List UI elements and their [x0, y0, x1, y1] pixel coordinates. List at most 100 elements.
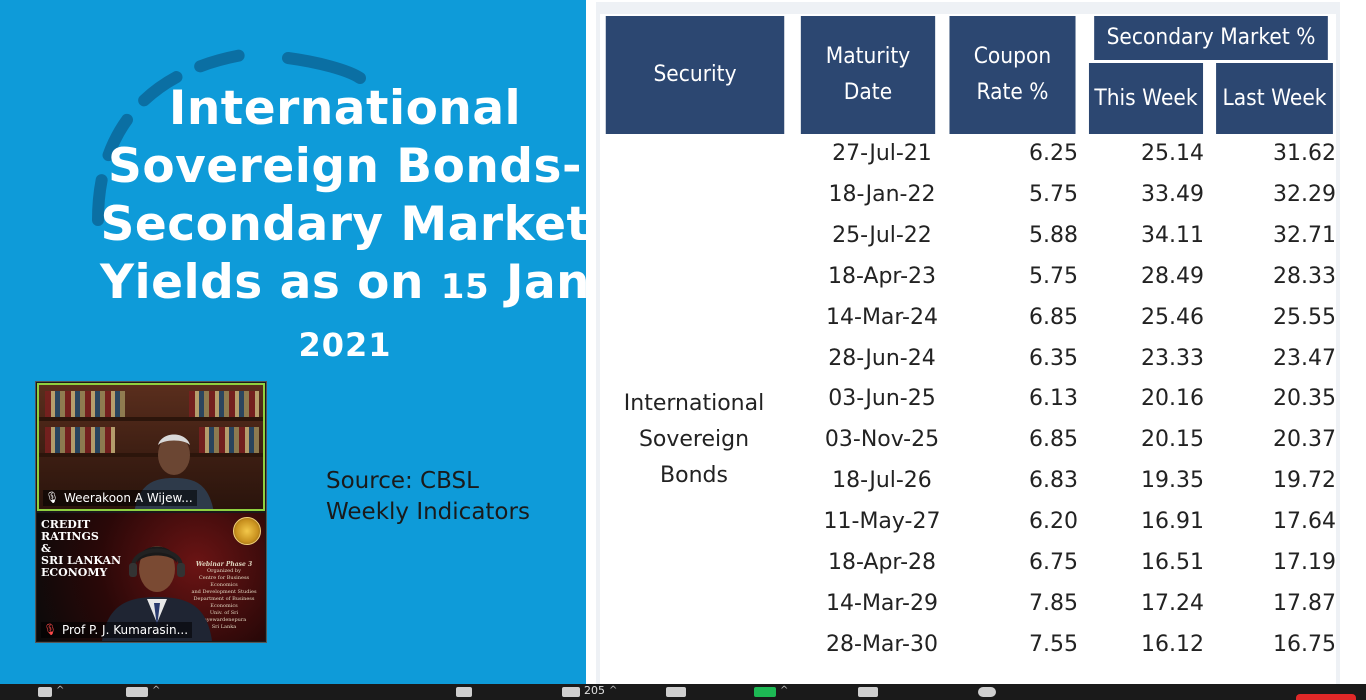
share-screen-button[interactable]: ^ [754, 684, 788, 700]
cell-maturity-date: 18-Apr-28 [827, 550, 937, 575]
cell-coupon-rate: 6.13 [1029, 386, 1078, 412]
bookshelf-books [199, 427, 259, 453]
video-button[interactable]: ^ [126, 684, 160, 700]
cell-this-week: 28.49 [1141, 263, 1204, 289]
record-icon [858, 687, 878, 697]
cell-coupon-rate: 6.20 [1029, 509, 1078, 535]
cell-this-week: 19.35 [1141, 468, 1204, 494]
poster-title-line: CREDIT [41, 518, 91, 531]
cell-this-week: 16.12 [1141, 631, 1204, 657]
poster-sub-line: Univ. of Sri Jayewardenepura [201, 610, 247, 623]
source-line-1: Source: CBSL [326, 468, 479, 494]
title-day: 15 [440, 267, 490, 307]
cell-last-week: 32.71 [1273, 222, 1336, 248]
video-tile-speaker[interactable]: 🎙 Weerakoon A Wijew... [37, 383, 265, 511]
chevron-up-icon[interactable]: ^ [609, 685, 618, 696]
header-maturity-date: Maturity Date [800, 16, 936, 134]
security-button[interactable] [456, 684, 472, 700]
video-off-icon [126, 687, 148, 697]
cell-coupon-rate: 5.75 [1029, 263, 1078, 289]
bookshelf-books [45, 391, 125, 417]
participant-count: 205 [584, 684, 605, 697]
chevron-up-icon[interactable]: ^ [780, 685, 789, 696]
title-line-1: International [168, 81, 522, 136]
cell-last-week: 25.55 [1273, 304, 1336, 330]
header-coupon-rate: Coupon Rate % [949, 16, 1076, 134]
chevron-up-icon[interactable]: ^ [56, 685, 65, 696]
chat-button[interactable] [666, 684, 686, 700]
header-coupon-line-2: Rate % [976, 80, 1049, 105]
security-label: International Sovereign Bonds [602, 386, 786, 494]
table-row: 28-Jun-24 6.35 23.33 23.47 [596, 339, 1340, 379]
table-row: 27-Jul-21 6.25 25.14 31.62 [596, 134, 1340, 174]
cell-coupon-rate: 7.85 [1029, 590, 1078, 616]
cell-this-week: 25.46 [1141, 304, 1204, 330]
cell-coupon-rate: 6.83 [1029, 468, 1078, 494]
poster-sub-line: Centre for Business Economics [198, 575, 250, 588]
record-button[interactable] [858, 684, 878, 700]
cell-this-week: 25.14 [1141, 141, 1204, 166]
table-row: 18-Jul-26 6.83 19.35 19.72 [596, 461, 1340, 501]
cell-maturity-date: 11-May-27 [823, 509, 941, 535]
poster-title-line: ECONOMY [41, 566, 108, 579]
table-row: 18-Apr-23 5.75 28.49 28.33 [596, 257, 1340, 297]
cell-last-week: 16.75 [1273, 631, 1336, 657]
mute-button[interactable]: ^ [38, 684, 64, 700]
university-seal-icon [233, 517, 261, 545]
cell-maturity-date: 14-Mar-29 [826, 590, 938, 616]
cell-last-week: 31.62 [1273, 141, 1336, 166]
cell-last-week: 17.87 [1273, 590, 1336, 616]
cell-coupon-rate: 6.75 [1029, 550, 1078, 575]
chevron-up-icon[interactable]: ^ [152, 685, 161, 696]
cell-coupon-rate: 5.88 [1029, 222, 1078, 248]
bookshelf [39, 453, 263, 457]
video-tile-host[interactable]: CREDIT RATINGS & SRI LANKAN ECONOMY Webi… [37, 513, 265, 641]
cell-last-week: 20.35 [1273, 386, 1336, 412]
decorative-dashed-arc [92, 48, 366, 226]
cell-maturity-date: 28-Jun-24 [828, 345, 936, 371]
table-row: 14-Mar-24 6.85 25.46 25.55 [596, 298, 1340, 338]
header-security: Security [605, 16, 785, 134]
header-coupon-line-1: Coupon [973, 44, 1052, 69]
security-label-line-2: Sovereign Bonds [638, 427, 750, 488]
header-this-week: This Week [1088, 63, 1204, 134]
table-row: 18-Apr-28 6.75 16.51 17.19 [596, 543, 1340, 583]
participant-name-tag: 🎙 Prof P. J. Kumarasin... [41, 622, 193, 638]
microphone-muted-icon [38, 687, 52, 697]
cell-maturity-date: 18-Jul-26 [832, 468, 932, 494]
source-note: Source: CBSL Weekly Indicators [326, 466, 530, 528]
end-meeting-button[interactable] [1296, 694, 1356, 700]
chat-icon [666, 687, 686, 697]
header-secondary-market: Secondary Market % [1094, 16, 1328, 60]
slide-year: 2021 [298, 326, 392, 364]
slide-left-panel: International Sovereign Bonds- Secondary… [0, 0, 590, 684]
cell-this-week: 16.91 [1141, 509, 1204, 535]
poster-sub-line: Webinar Phase 3 [195, 561, 253, 568]
cell-maturity-date: 28-Mar-30 [826, 631, 938, 657]
participants-button[interactable]: 205 ^ [562, 684, 617, 700]
table-row: 14-Mar-29 7.85 17.24 17.87 [596, 584, 1340, 624]
cell-maturity-date: 18-Apr-23 [827, 263, 937, 289]
poster-title-line: RATINGS [41, 530, 99, 543]
cell-coupon-rate: 6.25 [1029, 141, 1078, 166]
cell-maturity-date: 18-Jan-22 [828, 181, 936, 207]
cell-maturity-date: 27-Jul-21 [832, 141, 932, 166]
cell-maturity-date: 03-Jun-25 [828, 386, 936, 412]
cell-this-week: 34.11 [1141, 222, 1204, 248]
reactions-button[interactable] [978, 684, 996, 700]
bookshelf-books [189, 391, 259, 417]
table-row: 03-Jun-25 6.13 20.16 20.35 [596, 379, 1340, 419]
cell-maturity-date: 03-Nov-25 [824, 427, 940, 453]
cell-last-week: 23.47 [1273, 345, 1336, 371]
video-gallery[interactable]: 🎙 Weerakoon A Wijew... CREDIT RATINGS & … [35, 381, 267, 643]
cell-last-week: 20.37 [1273, 427, 1336, 453]
bookshelf [39, 417, 263, 421]
emoji-icon [978, 687, 996, 697]
cell-maturity-date: 14-Mar-24 [826, 304, 938, 330]
share-screen-icon [754, 687, 776, 697]
table-row: 28-Mar-30 7.55 16.12 16.75 [596, 625, 1340, 665]
microphone-muted-icon: 🎙 [43, 623, 57, 636]
poster-subtitle: Webinar Phase 3 Organized by Centre for … [187, 561, 261, 631]
title-month: Jan [489, 255, 591, 310]
header-last-week: Last Week [1216, 63, 1333, 134]
